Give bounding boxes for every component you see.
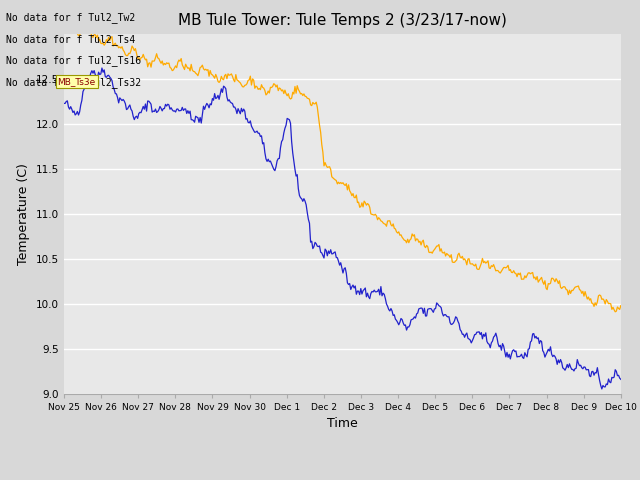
Y-axis label: Temperature (C): Temperature (C) bbox=[17, 163, 30, 264]
Text: MB_Ts3e: MB_Ts3e bbox=[58, 77, 96, 86]
Text: No data for f Tul2_Ts32: No data for f Tul2_Ts32 bbox=[6, 77, 141, 88]
Text: No data for f Tul2_Tw2: No data for f Tul2_Tw2 bbox=[6, 12, 136, 23]
X-axis label: Time: Time bbox=[327, 417, 358, 430]
Text: No data for f Tul2_Ts4: No data for f Tul2_Ts4 bbox=[6, 34, 136, 45]
Title: MB Tule Tower: Tule Temps 2 (3/23/17-now): MB Tule Tower: Tule Temps 2 (3/23/17-now… bbox=[178, 13, 507, 28]
Legend: Tul2_Ts-2, Tul2_Ts-8: Tul2_Ts-2, Tul2_Ts-8 bbox=[231, 479, 454, 480]
Text: No data for f Tul2_Ts16: No data for f Tul2_Ts16 bbox=[6, 55, 141, 66]
